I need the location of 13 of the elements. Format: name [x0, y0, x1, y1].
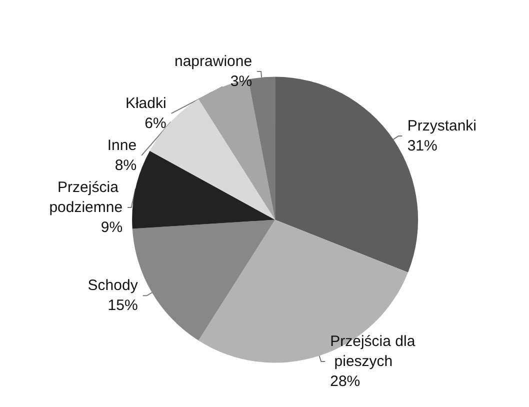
slice-label: Przejścia dla pieszych: [330, 332, 416, 370]
data-label: 6%: [144, 114, 166, 132]
slice-label: Przejścia podziemne: [49, 178, 123, 216]
slice-label: Inne: [107, 136, 137, 154]
slice-label: naprawione: [174, 52, 252, 70]
slice-label: Schody: [88, 277, 138, 294]
data-label: 15%: [108, 297, 138, 314]
data-label: 8%: [114, 156, 137, 174]
data-label: 28%: [330, 372, 360, 390]
data-label: 31%: [407, 138, 438, 155]
data-label: 9%: [100, 218, 123, 236]
slice-label: Przystanki: [407, 118, 477, 135]
slice-label: Kładki: [125, 94, 166, 112]
